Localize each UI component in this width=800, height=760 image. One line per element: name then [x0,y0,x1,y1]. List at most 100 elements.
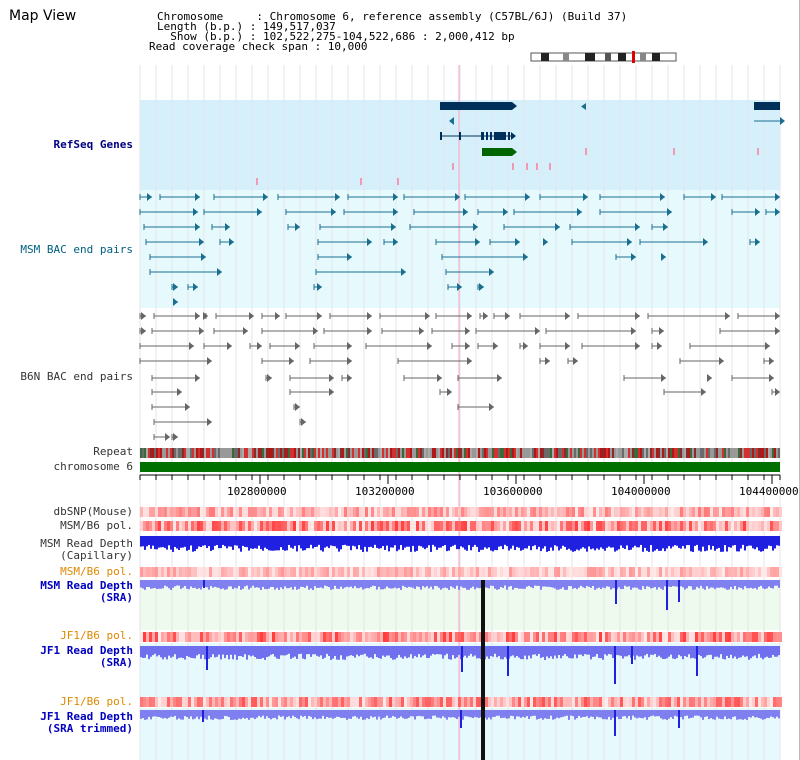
gene-feature-green [482,148,512,156]
bac-end-arrow [203,312,208,320]
bac-end-arrow [465,327,470,335]
bac-end-arrow [393,238,398,246]
bac-end-arrow [489,268,494,276]
bac-end-arrow [267,374,272,382]
depth-spike [615,580,617,604]
position-axis [139,474,781,484]
bac-end-arrow [661,253,666,261]
bac-end-arrow [193,208,198,216]
bac-end-arrow [331,208,336,216]
b6n-bac-end-pairs-track[interactable] [139,312,780,441]
bac-end-arrow [493,342,498,350]
depth-spike [678,710,680,728]
bac-end-arrow [635,312,640,320]
depth-spike [678,580,680,602]
bac-end-arrow [489,403,494,411]
depth-spike [507,646,509,676]
msm-b6-pol-track-2[interactable] [140,567,782,577]
jf1-depth-trimmed-label-1: JF1 Read Depth [40,710,133,723]
bac-end-arrow [301,418,306,426]
bac-end-arrow [535,327,540,335]
depth-spike [206,646,208,670]
depth-spike [614,646,616,684]
axis-tick-label: 104000000 [611,485,671,498]
msm-depth-capillary-track[interactable] [140,536,780,552]
bac-end-arrow [263,193,268,201]
refseq-ticks [256,148,759,185]
bac-end-arrow [227,342,232,350]
show-range-info: Show (b.p.) : 102,522,275-104,522,686 : … [157,30,515,43]
bac-end-arrow [473,223,478,231]
jf1-b6-pol-track-2[interactable] [140,697,782,707]
gene-feature [754,102,780,110]
chromosome-track-label: chromosome 6 [53,460,133,473]
msm-b6-pol-label: MSM/B6 pol. [60,519,133,532]
bac-end-arrow [225,223,230,231]
jf1-depth-sra-track[interactable] [140,646,780,684]
repeat-label: Repeat [93,445,133,458]
repeat-track[interactable] [140,448,780,458]
bac-end-arrow [483,312,488,320]
bac-end-arrow [275,312,280,320]
refseq-genes-track[interactable] [256,102,785,185]
msm-bac-end-pairs-track[interactable] [139,193,780,306]
bac-end-arrow [367,312,372,320]
bac-end-arrow [775,327,780,335]
bac-end-arrow [660,193,665,201]
depth-spike [614,710,616,736]
bac-end-arrow [199,238,204,246]
jf1-b6-pol-label: JF1/B6 pol. [60,629,133,642]
bac-end-arrow [565,312,570,320]
bac-end-arrow [497,374,502,382]
bac-end-arrow [173,433,178,441]
bac-end-arrow [659,327,664,335]
msm-b6-pol-label-2: MSM/B6 pol. [60,565,133,578]
bac-end-arrow [437,374,442,382]
bac-end-arrow [775,208,780,216]
dbsnp-track[interactable] [140,507,782,517]
msm-b6-pol-track-1[interactable] [140,521,782,531]
bac-end-arrow [393,193,398,201]
bac-end-arrow [475,238,480,246]
bac-end-arrow [467,357,472,365]
bac-end-arrow [329,388,334,396]
msm-depth-capillary-label-1: MSM Read Depth [40,537,133,550]
chromosome-ideogram[interactable] [530,51,677,63]
bac-end-arrow [257,208,262,216]
bac-end-arrow [635,223,640,231]
depth-spike [460,710,462,728]
bac-end-arrow [165,433,170,441]
bac-end-arrow [447,388,452,396]
gridlines [139,65,781,760]
chromosome-bar[interactable] [140,462,780,472]
bac-end-arrow [391,223,396,231]
bac-end-arrow [249,312,254,320]
bac-end-arrow [317,312,322,320]
bac-end-arrow [725,312,730,320]
depth-spike [696,646,698,676]
bac-end-arrow [525,193,530,201]
dbsnp-label: dbSNP(Mouse) [53,505,133,518]
bac-end-arrow [769,357,774,365]
bac-end-arrow [329,374,334,382]
bac-end-arrow [173,298,178,306]
chromosome-info: Chromosome : Chromosome 6, reference ass… [157,10,628,23]
bac-end-arrow [719,357,724,365]
bac-end-arrow [769,374,774,382]
msm-bac-label: MSM BAC end pairs [20,243,133,256]
bac-end-arrow [173,283,178,291]
bac-end-arrow [663,223,668,231]
jf1-depth-trimmed-track[interactable] [140,710,780,736]
depth-spike [631,646,633,664]
bac-end-arrow [711,193,716,201]
depth-spike [461,646,463,672]
bac-end-arrow [775,388,780,396]
bac-end-arrow [367,327,372,335]
depth-spike [203,580,205,588]
bac-end-arrow [467,312,472,320]
bac-end-arrow [631,253,636,261]
msm-depth-capillary-label-2: (Capillary) [60,549,133,562]
msm-depth-sra-track[interactable] [140,580,780,610]
jf1-b6-pol-track-1[interactable] [140,632,782,642]
